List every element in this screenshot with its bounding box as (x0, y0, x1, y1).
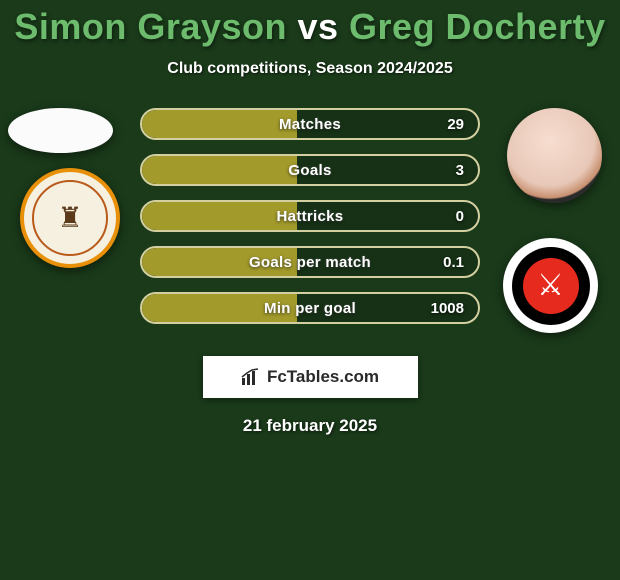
brand-text: FcTables.com (267, 367, 379, 387)
stat-bar-matches: Matches 29 (140, 108, 480, 140)
vs-text: vs (297, 6, 338, 47)
comparison-title: Simon Grayson vs Greg Docherty (0, 0, 620, 48)
player2-avatar (507, 108, 602, 203)
stat-bar-min-per-goal: Min per goal 1008 (140, 292, 480, 324)
player1-name: Simon Grayson (14, 6, 287, 47)
stat-label: Goals per match (142, 248, 478, 276)
stat-value: 0 (456, 202, 464, 230)
stat-bars: Matches 29 Goals 3 Hattricks 0 Goals per… (140, 108, 480, 324)
stat-bar-goals-per-match: Goals per match 0.1 (140, 246, 480, 278)
stat-bar-goals: Goals 3 (140, 154, 480, 186)
chart-icon (241, 368, 261, 386)
stat-value: 29 (447, 110, 464, 138)
stat-label: Hattricks (142, 202, 478, 230)
stat-value: 1008 (431, 294, 464, 322)
player1-avatar (8, 108, 113, 153)
club1-crest-icon: ♜ (20, 168, 120, 268)
stat-label: Goals (142, 156, 478, 184)
stat-label: Min per goal (142, 294, 478, 322)
stat-value: 3 (456, 156, 464, 184)
stat-label: Matches (142, 110, 478, 138)
snapshot-date: 21 february 2025 (0, 416, 620, 436)
brand-badge: FcTables.com (203, 356, 418, 398)
subtitle: Club competitions, Season 2024/2025 (0, 60, 620, 78)
comparison-body: ♜ ⚔ Matches 29 Goals 3 Hattricks 0 Goals… (0, 108, 620, 348)
player2-name: Greg Docherty (349, 6, 606, 47)
stat-value: 0.1 (443, 248, 464, 276)
stat-bar-hattricks: Hattricks 0 (140, 200, 480, 232)
club2-crest-icon: ⚔ (503, 238, 598, 333)
